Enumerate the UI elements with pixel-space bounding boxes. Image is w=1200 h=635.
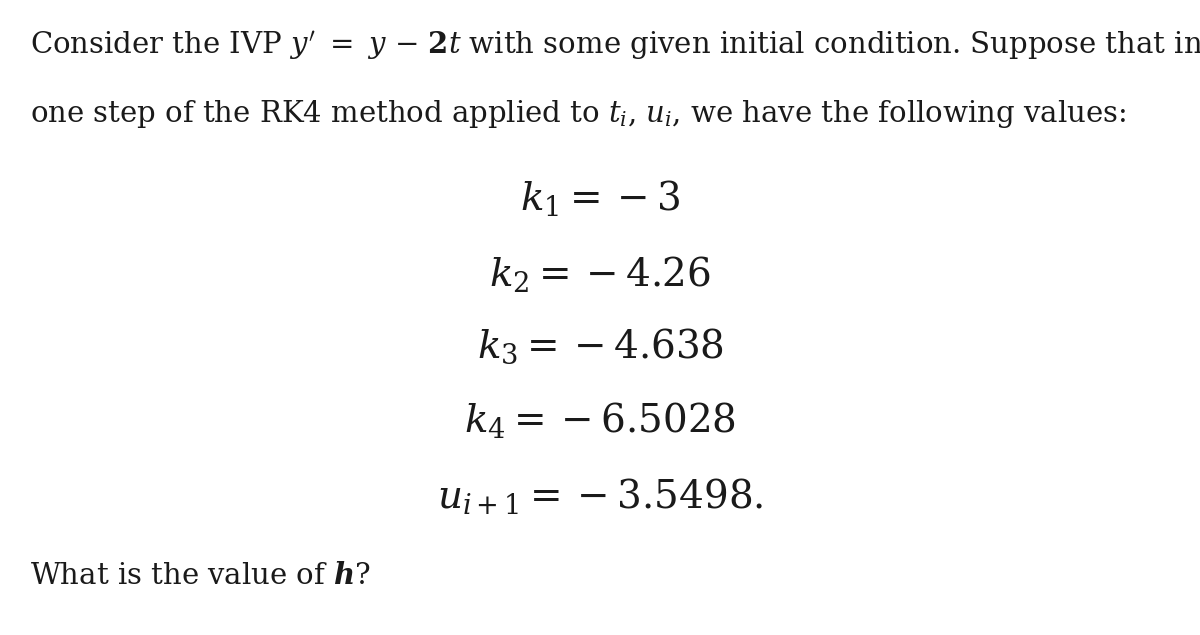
Text: Consider the IVP $\bf{\mathit{y'}}$ $=$ $\bf{\mathit{y}}$ $-$ $\mathbf{2}\bf{\ma: Consider the IVP $\bf{\mathit{y'}}$ $=$ …: [30, 29, 1200, 62]
Text: What is the value of $\boldsymbol{h}$?: What is the value of $\boldsymbol{h}$?: [30, 562, 371, 590]
Text: $\boldsymbol{k_3} = -4.638$: $\boldsymbol{k_3} = -4.638$: [476, 327, 724, 366]
Text: $\boldsymbol{u_{i+1}} = -3.5498.$: $\boldsymbol{u_{i+1}} = -3.5498.$: [437, 476, 763, 516]
Text: one step of the RK4 method applied to $\bf{\mathit{t_i}}$, $\bf{\mathit{u_i}}$, : one step of the RK4 method applied to $\…: [30, 98, 1126, 130]
Text: $\boldsymbol{k_1} = -3$: $\boldsymbol{k_1} = -3$: [520, 178, 680, 218]
Text: $\boldsymbol{k_2} = -4.26$: $\boldsymbol{k_2} = -4.26$: [490, 254, 710, 294]
Text: $\boldsymbol{k_4} = -6.5028$: $\boldsymbol{k_4} = -6.5028$: [464, 400, 736, 440]
